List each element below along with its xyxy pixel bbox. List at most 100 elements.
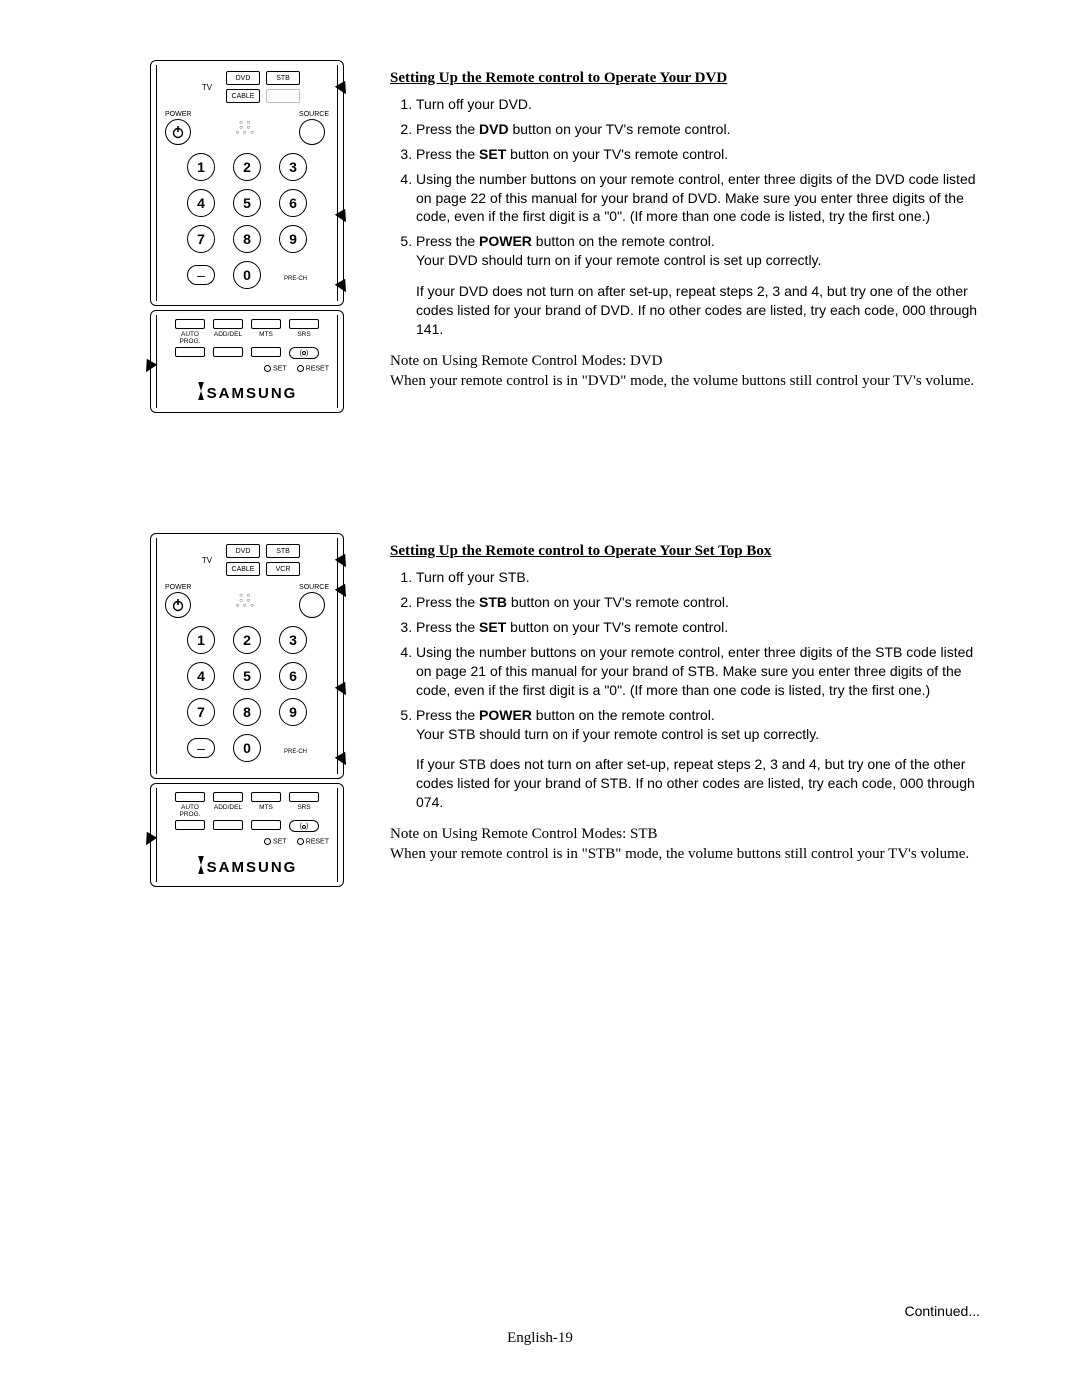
pre-ch-label: PRE-CH bbox=[284, 276, 307, 282]
cable-button: CABLE bbox=[226, 562, 260, 576]
stb-instructions: Setting Up the Remote control to Operate… bbox=[390, 533, 980, 886]
manual-page: TV DVD STB CABLE bbox=[0, 0, 1080, 1397]
num-3: 3 bbox=[279, 153, 307, 181]
stb-button: STB bbox=[266, 544, 300, 558]
step-item: Press the SET button on your TV's remote… bbox=[416, 145, 980, 164]
vcr-button: VCR bbox=[266, 562, 300, 576]
pointer-arrow-icon bbox=[335, 209, 351, 225]
step-item: Turn off your DVD. bbox=[416, 95, 980, 114]
num-8: 8 bbox=[233, 698, 261, 726]
adddel-label: ADD/DEL bbox=[213, 331, 243, 345]
source-button bbox=[299, 592, 325, 618]
stb-step-list: Turn off your STB. Press the STB button … bbox=[390, 568, 980, 743]
pointer-arrow-icon bbox=[335, 584, 351, 600]
step-item: Using the number buttons on your remote … bbox=[416, 643, 980, 700]
num-6: 6 bbox=[279, 189, 307, 217]
num-1: 1 bbox=[187, 153, 215, 181]
step-item: Press the POWER button on the remote con… bbox=[416, 232, 980, 270]
num-2: 2 bbox=[233, 153, 261, 181]
cable-button: CABLE bbox=[226, 89, 260, 103]
dvd-mode-note: Note on Using Remote Control Modes: DVD … bbox=[390, 351, 980, 392]
dvd-instructions: Setting Up the Remote control to Operate… bbox=[390, 60, 980, 413]
power-label: POWER bbox=[165, 111, 191, 118]
stb-retry-note: If your STB does not turn on after set-u… bbox=[416, 755, 980, 812]
num-5: 5 bbox=[233, 189, 261, 217]
mts-label: MTS bbox=[251, 331, 281, 345]
dvd-heading: Setting Up the Remote control to Operate… bbox=[390, 70, 980, 87]
remote-illustration-dvd: TV DVD STB CABLE bbox=[150, 60, 350, 413]
pointer-arrow-icon bbox=[335, 81, 351, 97]
dash-button: – bbox=[187, 265, 215, 285]
step-item: Turn off your STB. bbox=[416, 568, 980, 587]
set-label: SET bbox=[264, 838, 287, 845]
pre-ch-label: PRE-CH bbox=[284, 749, 307, 755]
source-label: SOURCE bbox=[299, 584, 329, 591]
srs-button: () bbox=[289, 347, 319, 359]
num-6: 6 bbox=[279, 662, 307, 690]
num-5: 5 bbox=[233, 662, 261, 690]
continued-label: Continued... bbox=[905, 1303, 981, 1319]
pointer-arrow-icon bbox=[335, 752, 351, 768]
page-number: English-19 bbox=[507, 1330, 573, 1347]
vcr-button-faded bbox=[266, 89, 300, 103]
stb-mode-note: Note on Using Remote Control Modes: STB … bbox=[390, 824, 980, 865]
dvd-retry-note: If your DVD does not turn on after set-u… bbox=[416, 282, 980, 339]
note-title: Note on Using Remote Control Modes: STB bbox=[390, 826, 658, 842]
autoprog-label: AUTO PROG. bbox=[175, 804, 205, 818]
step-item: Press the DVD button on your TV's remote… bbox=[416, 120, 980, 139]
srs-button: () bbox=[289, 820, 319, 832]
stb-heading: Setting Up the Remote control to Operate… bbox=[390, 543, 980, 560]
step-item: Press the STB button on your TV's remote… bbox=[416, 593, 980, 612]
power-icon bbox=[171, 598, 185, 612]
num-1: 1 bbox=[187, 626, 215, 654]
num-9: 9 bbox=[279, 698, 307, 726]
num-7: 7 bbox=[187, 225, 215, 253]
source-button bbox=[299, 119, 325, 145]
note-body: When your remote control is in "STB" mod… bbox=[390, 846, 969, 862]
dvd-button: DVD bbox=[226, 71, 260, 85]
dvd-step-list: Turn off your DVD. Press the DVD button … bbox=[390, 95, 980, 270]
num-2: 2 bbox=[233, 626, 261, 654]
power-button bbox=[165, 119, 191, 145]
mts-label: MTS bbox=[251, 804, 281, 818]
pointer-arrow-icon bbox=[335, 682, 351, 698]
autoprog-label: AUTO PROG. bbox=[175, 331, 205, 345]
note-body: When your remote control is in "DVD" mod… bbox=[390, 373, 974, 389]
reset-label: RESET bbox=[297, 838, 329, 845]
tv-label: TV bbox=[194, 83, 220, 92]
num-4: 4 bbox=[187, 662, 215, 690]
step-item: Press the POWER button on the remote con… bbox=[416, 706, 980, 744]
num-9: 9 bbox=[279, 225, 307, 253]
brand-logo: SAMSUNG bbox=[165, 854, 329, 876]
power-icon bbox=[171, 125, 185, 139]
adddel-label: ADD/DEL bbox=[213, 804, 243, 818]
reset-label: RESET bbox=[297, 365, 329, 372]
brand-logo: SAMSUNG bbox=[165, 380, 329, 402]
num-0: 0 bbox=[233, 261, 261, 289]
tv-label: TV bbox=[194, 556, 220, 565]
section-stb: TV DVD STB CABLE VCR bbox=[150, 533, 980, 886]
indicator-dots: ○ ○○ ○○ ○ ○ bbox=[236, 121, 255, 136]
step-item: Press the SET button on your TV's remote… bbox=[416, 618, 980, 637]
note-title: Note on Using Remote Control Modes: DVD bbox=[390, 353, 662, 369]
remote-illustration-stb: TV DVD STB CABLE VCR bbox=[150, 533, 350, 886]
power-button bbox=[165, 592, 191, 618]
num-4: 4 bbox=[187, 189, 215, 217]
pointer-arrow-icon bbox=[335, 554, 351, 570]
dvd-button: DVD bbox=[226, 544, 260, 558]
set-label: SET bbox=[264, 365, 287, 372]
srs-label: SRS bbox=[289, 804, 319, 818]
num-8: 8 bbox=[233, 225, 261, 253]
num-7: 7 bbox=[187, 698, 215, 726]
indicator-dots: ○ ○○ ○○ ○ ○ bbox=[236, 594, 255, 609]
power-label: POWER bbox=[165, 584, 191, 591]
stb-button: STB bbox=[266, 71, 300, 85]
step-item: Using the number buttons on your remote … bbox=[416, 170, 980, 227]
num-0: 0 bbox=[233, 734, 261, 762]
source-label: SOURCE bbox=[299, 111, 329, 118]
dash-button: – bbox=[187, 738, 215, 758]
section-dvd: TV DVD STB CABLE bbox=[150, 60, 980, 413]
num-3: 3 bbox=[279, 626, 307, 654]
srs-label: SRS bbox=[289, 331, 319, 345]
pointer-arrow-icon bbox=[335, 279, 351, 295]
